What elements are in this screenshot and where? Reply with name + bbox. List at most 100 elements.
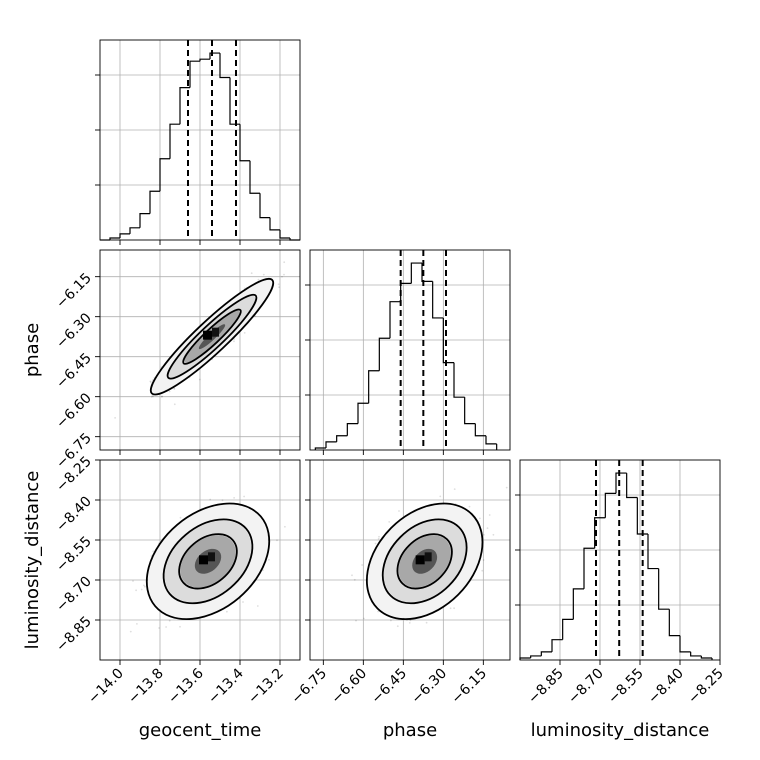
hist-phase-bar [485, 435, 497, 445]
joint-phase-vs-luminosity-distance-density-peak-cell [415, 555, 425, 565]
joint-phase-vs-luminosity-distance-sample-point [351, 574, 353, 577]
hist-luminosity-distance-bar [551, 639, 563, 652]
joint-geocent-time-vs-luminosity-distance-sample-point [233, 497, 236, 499]
joint-geocent-time-vs-luminosity-distance-sample-point [221, 499, 224, 502]
joint-geocent-time-vs-luminosity-distance-sample-point [136, 623, 138, 625]
joint-phase-vs-luminosity-distance-x-tick-label: −6.30 [409, 666, 451, 708]
hist-luminosity-distance-x-tick-label: −8.40 [645, 666, 687, 708]
hist-phase-bar [314, 447, 326, 450]
joint-phase-vs-luminosity-distance-density-peak-cell [424, 552, 432, 562]
hist-geocent-time-bar [219, 53, 230, 79]
panels-layer: −6.75−6.60−6.45−6.30−6.15−14.0−13.8−13.6… [53, 39, 727, 708]
joint-phase-vs-luminosity-distance-sample-point [482, 559, 485, 561]
joint-geocent-time-vs-phase-y-tick-label: −6.15 [53, 270, 95, 312]
hist-geocent-time-bar [239, 124, 250, 162]
hist-geocent-time-bar [199, 58, 210, 62]
hist-luminosity-distance-bar [562, 618, 574, 640]
hist-phase-bar [346, 422, 358, 436]
y-axis-label-phase: phase [22, 323, 43, 377]
joint-phase-vs-luminosity-distance-sample-point [377, 610, 379, 613]
hist-phase-background [310, 250, 510, 450]
hist-luminosity-distance-bar [530, 655, 542, 658]
hist-phase-bar [474, 423, 486, 437]
joint-geocent-time-vs-phase-y-tick-label: −6.60 [53, 390, 95, 432]
joint-phase-vs-luminosity-distance-sample-point [479, 517, 481, 520]
hist-geocent-time-bar [189, 60, 200, 88]
hist-geocent-time-bar [179, 87, 190, 125]
joint-geocent-time-vs-phase-sample-point [151, 395, 154, 397]
hist-geocent-time-bar [139, 212, 150, 228]
x-axis-label-phase: phase [383, 720, 437, 741]
joint-geocent-time-vs-phase-sample-point [283, 261, 286, 264]
joint-phase-vs-luminosity-distance-plot-area [310, 460, 510, 660]
joint-geocent-time-vs-phase-sample-point [161, 395, 163, 398]
hist-phase-bar [378, 337, 390, 371]
hist-phase-bar [410, 262, 422, 284]
joint-geocent-time-vs-luminosity-distance-x-tick-label: −13.4 [205, 665, 247, 707]
joint-phase-vs-luminosity-distance-sample-point [453, 488, 456, 490]
hist-luminosity-distance-bar [583, 547, 595, 589]
joint-geocent-time-vs-luminosity-distance-y-tick-label: −8.85 [53, 614, 95, 656]
hist-phase-panel [305, 249, 511, 455]
joint-geocent-time-vs-luminosity-distance-density-peak-cell [208, 552, 215, 562]
joint-phase-vs-luminosity-distance-x-tick-label: −6.75 [289, 666, 331, 708]
joint-geocent-time-vs-phase-sample-point [250, 272, 253, 275]
joint-geocent-time-vs-phase-sample-point [278, 286, 280, 289]
joint-phase-vs-luminosity-distance-x-tick-label: −6.15 [449, 666, 491, 708]
joint-geocent-time-vs-luminosity-distance-y-tick-label: −8.70 [53, 574, 95, 616]
joint-geocent-time-vs-phase-sample-point [161, 395, 163, 398]
joint-geocent-time-vs-phase-contour-2 [166, 293, 258, 380]
joint-geocent-time-vs-luminosity-distance-sample-point [209, 498, 212, 501]
hist-geocent-time-frame [99, 39, 301, 241]
joint-phase-vs-luminosity-distance-sample-point [361, 564, 363, 566]
hist-geocent-time-bar [119, 233, 130, 238]
joint-geocent-time-vs-luminosity-distance-sample-point [165, 626, 168, 628]
hist-luminosity-distance-bar [626, 473, 638, 499]
joint-geocent-time-vs-phase-sample-point [173, 403, 176, 406]
joint-phase-vs-luminosity-distance-sample-point [425, 621, 428, 624]
joint-phase-vs-luminosity-distance-sample-point [505, 486, 508, 489]
joint-geocent-time-vs-luminosity-distance-sample-point [243, 495, 246, 498]
hist-luminosity-distance-bar [700, 655, 712, 659]
joint-geocent-time-vs-phase-sample-point [277, 283, 280, 286]
joint-phase-vs-luminosity-distance-sample-point [449, 607, 452, 610]
hist-luminosity-distance-x-tick-label: −8.25 [685, 666, 727, 708]
joint-geocent-time-vs-phase-y-tick-label: −6.30 [53, 310, 95, 352]
joint-geocent-time-vs-luminosity-distance-density-peak-cell [199, 555, 208, 565]
joint-geocent-time-vs-phase-sample-point [198, 378, 201, 381]
joint-phase-vs-luminosity-distance-sample-point [377, 537, 380, 540]
joint-geocent-time-vs-luminosity-distance-sample-point [256, 605, 259, 607]
hist-geocent-time-bar [109, 237, 120, 240]
joint-geocent-time-vs-luminosity-distance-sample-point [132, 580, 134, 582]
joint-geocent-time-vs-phase-sample-point [114, 417, 116, 419]
joint-geocent-time-vs-luminosity-distance-sample-point [168, 619, 171, 622]
joint-geocent-time-vs-phase-contour-3 [182, 308, 242, 365]
joint-geocent-time-vs-phase-sample-point [150, 381, 152, 384]
joint-phase-vs-luminosity-distance-sample-point [492, 533, 495, 536]
joint-phase-vs-luminosity-distance-x-tick-label: −6.60 [329, 666, 371, 708]
joint-phase-vs-luminosity-distance-sample-point [453, 607, 455, 610]
hist-geocent-time-bar [159, 158, 170, 192]
hist-geocent-time-bar [279, 229, 290, 239]
joint-geocent-time-vs-luminosity-distance-contour-2 [162, 518, 254, 605]
joint-phase-vs-luminosity-distance-sample-point [486, 527, 489, 529]
joint-geocent-time-vs-luminosity-distance-sample-point [152, 550, 155, 553]
joint-phase-vs-luminosity-distance-contour-3 [396, 533, 453, 590]
hist-luminosity-distance-bar [604, 492, 616, 518]
joint-geocent-time-vs-phase-sample-point [152, 395, 155, 398]
hist-luminosity-distance-bar [668, 609, 680, 637]
joint-geocent-time-vs-phase-sample-point [257, 278, 260, 281]
joint-geocent-time-vs-phase-sample-point [173, 388, 176, 390]
joint-geocent-time-vs-luminosity-distance-x-tick-label: −13.8 [125, 666, 167, 708]
joint-geocent-time-vs-phase-density-peak-cell [212, 327, 219, 337]
joint-geocent-time-vs-phase-sample-point [243, 332, 246, 334]
hist-geocent-time-bar [149, 190, 160, 214]
hist-phase-bar [421, 263, 433, 282]
joint-geocent-time-vs-phase-sample-point [262, 273, 265, 276]
joint-geocent-time-vs-luminosity-distance-sample-point [268, 558, 270, 561]
joint-phase-vs-luminosity-distance-sample-point [374, 542, 377, 545]
joint-geocent-time-vs-luminosity-distance-sample-point [129, 630, 132, 633]
joint-phase-vs-luminosity-distance-sample-point [483, 533, 485, 536]
joint-geocent-time-vs-phase-sample-point [281, 275, 283, 278]
